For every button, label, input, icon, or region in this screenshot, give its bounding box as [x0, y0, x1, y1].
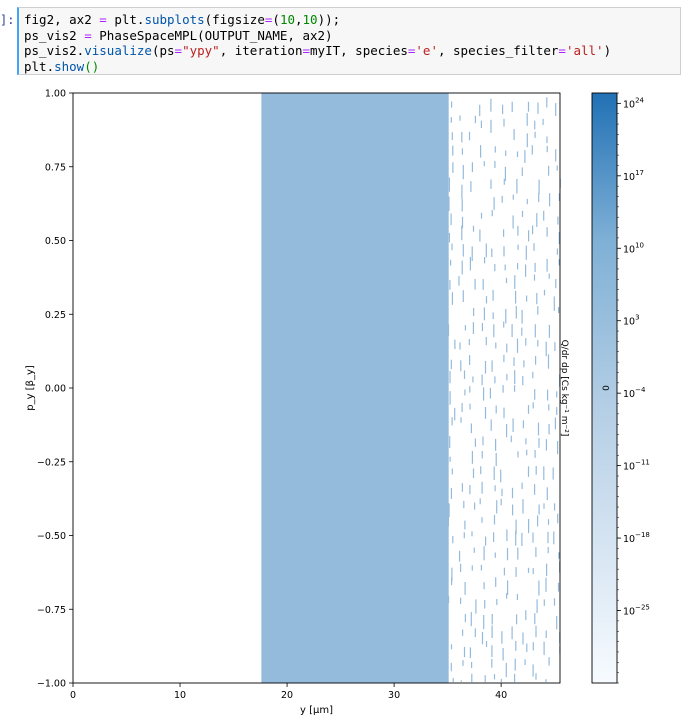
colorbar-tick-label: 10−11 — [623, 459, 650, 473]
colorbar-tick-base: 10 — [623, 462, 635, 473]
colorbar-tick-exponent: 3 — [635, 314, 639, 322]
colorbar-tick-label: 1010 — [623, 241, 644, 255]
code-token: (ps — [151, 43, 175, 58]
y-tick-label: −0.25 — [37, 457, 66, 468]
code-token: 'all' — [565, 43, 604, 58]
code-token: show — [54, 58, 85, 74]
colorbar-tick-base: 10 — [623, 317, 635, 328]
x-tick-label: 30 — [388, 690, 400, 701]
colorbar: 10241017101010310−410−1110−1810−250Q/dr … — [559, 92, 650, 684]
code-token: myIT, species — [310, 43, 408, 58]
colorbar-tick-label: 1024 — [623, 96, 645, 110]
code-token: = — [407, 43, 416, 58]
colorbar-tick-base: 10 — [623, 389, 635, 400]
code-token: plt. — [24, 58, 55, 74]
code-line: plt.show() — [24, 59, 611, 75]
filled-density-region — [261, 93, 449, 683]
code-token: )); — [317, 12, 341, 27]
colorbar-tick-base: 10 — [623, 244, 635, 255]
code-token: 10 — [279, 12, 295, 27]
colorbar-tick-exponent: −4 — [635, 386, 646, 394]
colorbar-tick-base: 10 — [623, 172, 635, 183]
code-cell[interactable]: fig2, ax2 = plt.subplots(figsize=(10,10)… — [17, 7, 681, 75]
y-tick-label: 1.00 — [45, 89, 66, 100]
colorbar-tick-base: 10 — [623, 99, 635, 110]
colorbar-tick-exponent: 24 — [635, 96, 644, 104]
colorbar-tick-exponent: −11 — [635, 459, 650, 467]
code-token: plt. — [106, 12, 145, 27]
x-tick-label: 10 — [174, 690, 186, 701]
code-token: 'e' — [415, 43, 438, 58]
code-token: = — [302, 43, 311, 58]
y-tick-label: 0.25 — [45, 310, 66, 321]
code-line: ps_vis2 = PhaseSpaceMPL(OUTPUT_NAME, ax2… — [24, 28, 611, 44]
y-tick-label: 0.75 — [45, 162, 66, 173]
code-token: , — [295, 12, 303, 27]
colorbar-side-label: 0 — [602, 385, 612, 391]
colorbar-gradient — [591, 92, 618, 684]
code-token: , iteration — [219, 43, 303, 58]
y-axis-label: p_y [β_y] — [25, 365, 36, 411]
code-token: () — [84, 58, 100, 74]
code-token: = — [84, 27, 92, 43]
y-tick-label: −0.50 — [37, 531, 66, 542]
colorbar-tick-label: 10−4 — [623, 386, 646, 400]
y-tick-label: 0.00 — [45, 384, 66, 395]
code-token: subplots — [144, 12, 205, 27]
code-token: ps_vis2 — [24, 27, 85, 43]
code-token: "ypy" — [182, 43, 220, 58]
code-token: fig2, ax2 — [24, 12, 100, 27]
colorbar-tick-exponent: −18 — [635, 531, 650, 539]
colorbar-tick-base: 10 — [623, 607, 635, 618]
code-token: (figsize — [204, 12, 265, 27]
code-token: visualize — [84, 43, 152, 58]
code-token: = — [99, 12, 107, 27]
x-axis-label: y [μm] — [300, 705, 333, 716]
code-token: = — [264, 12, 273, 27]
colorbar-tick-label: 10−25 — [623, 604, 650, 618]
code-token: ( — [272, 12, 280, 27]
x-tick-label: 0 — [70, 690, 76, 701]
code-line: ps_vis2.visualize(ps="ypy", iteration=my… — [24, 43, 611, 59]
colorbar-quantity-label: Q/dr dp [Cs kg⁻¹ m⁻²] — [559, 340, 569, 437]
colorbar-tick-label: 103 — [623, 314, 640, 328]
code-line: fig2, ax2 = plt.subplots(figsize=(10,10)… — [24, 12, 611, 28]
code-token: = — [174, 43, 183, 58]
plot-axes: 0 10 20 30 40 1.00 0.75 0.50 0.25 0.00 −0.25 −0.50 −… — [25, 89, 561, 716]
code-token: = — [558, 43, 566, 58]
x-tick-label: 40 — [495, 690, 507, 701]
colorbar-tick-exponent: 10 — [635, 241, 644, 249]
code-editor[interactable]: fig2, ax2 = plt.subplots(figsize=(10,10)… — [24, 12, 611, 74]
colorbar-tick-label: 10−18 — [623, 531, 650, 545]
code-token: PhaseSpaceMPL(OUTPUT_NAME, ax2) — [91, 27, 333, 43]
y-tick-label: −0.75 — [37, 605, 66, 616]
x-tick-label: 20 — [281, 690, 293, 701]
colorbar-tick-exponent: 17 — [635, 169, 644, 177]
y-tick-label: −1.00 — [37, 679, 66, 690]
code-token: 10 — [302, 12, 318, 27]
colorbar-tick-exponent: −25 — [635, 604, 650, 612]
code-token: ) — [603, 43, 612, 58]
code-token: ps_vis2. — [24, 43, 85, 58]
y-tick-label: 0.50 — [45, 236, 66, 247]
code-token: , species_filter — [437, 43, 559, 58]
colorbar-tick-base: 10 — [623, 534, 635, 545]
cell-prompt: ]: — [0, 13, 15, 27]
colorbar-tick-label: 1017 — [623, 169, 644, 183]
